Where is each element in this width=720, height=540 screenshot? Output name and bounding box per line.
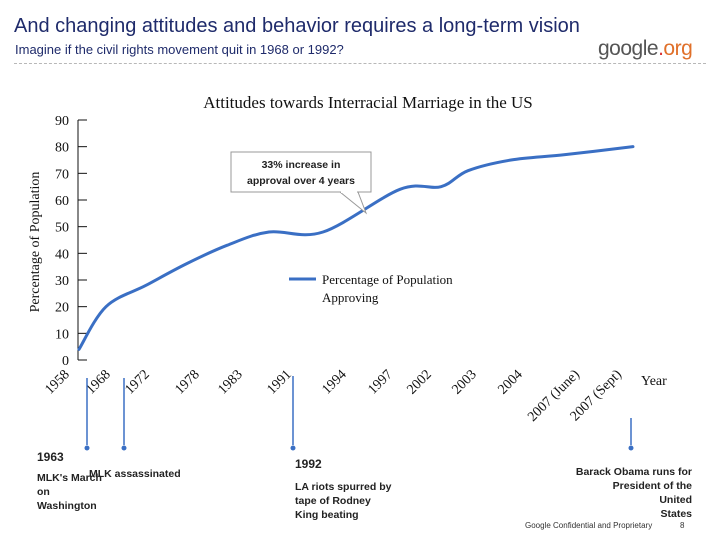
y-tick-label: 60 xyxy=(55,194,69,209)
y-tick-label: 20 xyxy=(55,301,69,316)
callout-box xyxy=(230,151,372,193)
text-line: King beating xyxy=(295,509,359,521)
marker-2007-dot xyxy=(628,445,634,451)
text-line: Barack Obama runs for xyxy=(576,466,692,478)
y-tick-label: 30 xyxy=(55,274,69,289)
marker-1963-dot xyxy=(84,445,90,451)
chart-title: Attitudes towards Interracial Marriage i… xyxy=(203,93,533,112)
timeline-label-1968: MLK assassinated xyxy=(89,468,181,480)
y-tick-label: 80 xyxy=(55,141,69,156)
x-tick-label: 1983 xyxy=(215,367,245,397)
x-tick-label: 1997 xyxy=(365,367,395,397)
marker-1968-dot xyxy=(121,445,127,451)
text-line: President of the xyxy=(613,480,693,492)
text-line: on xyxy=(37,486,50,498)
series-line-approving xyxy=(77,145,635,351)
timeline-year-1992: 1992 xyxy=(295,457,322,471)
y-tick-label: 10 xyxy=(55,327,69,342)
x-tick-label: 1968 xyxy=(83,367,113,397)
y-axis-label: Percentage of Population xyxy=(28,172,43,313)
google-org-logo: google.org xyxy=(598,37,693,61)
slide-title: And changing attitudes and behavior requ… xyxy=(14,15,580,37)
y-tick-label: 90 xyxy=(55,114,69,129)
slide-subtitle: Imagine if the civil rights movement qui… xyxy=(15,42,344,57)
text-line: LA riots spurred by xyxy=(295,481,392,493)
y-tick-label: 40 xyxy=(55,247,69,262)
legend: Percentage of Population Approving xyxy=(289,272,453,305)
footer-text: Google Confidential and Proprietary xyxy=(525,521,653,530)
x-tick-label: 2004 xyxy=(495,367,525,397)
logo-org: org xyxy=(663,37,693,60)
annotation-callout: 33% increase in approval over 4 years xyxy=(230,151,372,215)
text-line: Washington xyxy=(37,500,97,512)
legend-label: Percentage of Population Approving xyxy=(322,272,453,305)
x-tick-label: 1978 xyxy=(172,367,202,397)
text-line: approval over 4 years xyxy=(247,175,355,187)
timeline-label-1992: LA riots spurred by tape of Rodney King be… xyxy=(295,481,392,521)
text-line: tape of Rodney xyxy=(295,495,371,507)
logo-google: google xyxy=(598,37,659,60)
y-axis-ticks: 0 10 20 30 40 50 60 70 80 90 xyxy=(55,114,87,369)
text-line: United xyxy=(659,494,692,506)
y-tick-label: 70 xyxy=(55,167,69,182)
x-tick-label: 2003 xyxy=(449,367,479,397)
timeline-label-2007: Barack Obama runs for President of the Uni… xyxy=(576,466,692,520)
x-tick-label: 1991 xyxy=(264,367,294,397)
x-tick-label: 2002 xyxy=(404,367,434,397)
y-tick-label: 0 xyxy=(62,354,69,369)
x-tick-label: 1994 xyxy=(319,367,349,397)
page-number: 8 xyxy=(680,521,685,530)
x-tick-label: 1972 xyxy=(122,367,152,397)
callout-tail xyxy=(338,191,368,215)
text-line: Percentage of Population xyxy=(322,272,453,287)
callout-text: 33% increase in approval over 4 years xyxy=(247,159,355,187)
text-line: MLK's March xyxy=(37,472,102,484)
x-tick-label: 1958 xyxy=(42,367,72,397)
timeline-label-1963: MLK's March on Washington xyxy=(37,472,102,512)
text-line: States xyxy=(660,508,692,520)
header-divider xyxy=(14,63,706,64)
x-axis-ticks: 1958 1968 1972 1978 1983 1991 1994 1997 2002 2003… xyxy=(42,367,625,425)
text-line: Approving xyxy=(322,290,379,305)
x-axis-label: Year xyxy=(641,374,667,389)
timeline-year-1963: 1963 xyxy=(37,450,64,464)
marker-1992-dot xyxy=(290,445,296,451)
text-line: 33% increase in xyxy=(262,159,341,171)
logo-dot: . xyxy=(658,37,664,60)
timeline-markers xyxy=(84,376,634,451)
y-tick-label: 50 xyxy=(55,221,69,236)
